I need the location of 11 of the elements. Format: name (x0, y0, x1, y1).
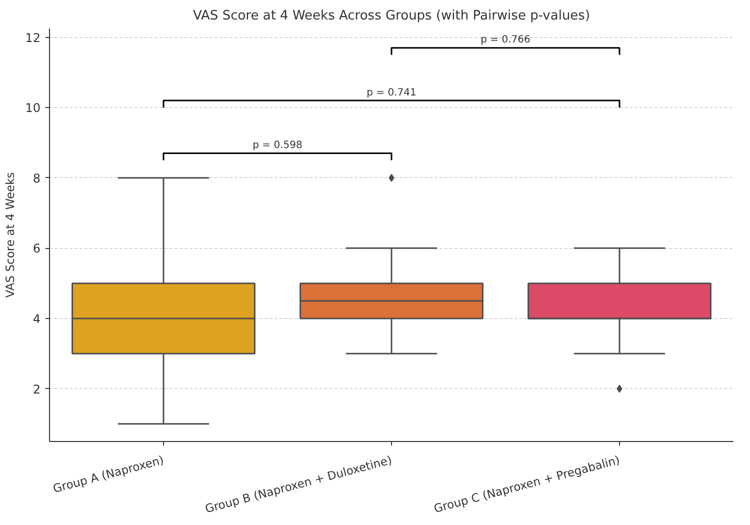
y-tick-label: 10 (25, 101, 41, 116)
y-tick-label: 2 (32, 382, 41, 396)
annotation: p = 0.766 (480, 34, 530, 46)
y-tick-label: 8 (32, 171, 41, 186)
annotation: p = 0.741 (366, 87, 416, 98)
y-axis-title: VAS Score at 4 Weeks (3, 172, 18, 298)
y-tick-label: 4 (32, 312, 41, 326)
y-tick-label: 6 (32, 242, 41, 256)
annotation: p = 0.598 (252, 140, 302, 152)
chart-title: VAS Score at 4 Weeks Across Groups (with Pairwise p-values) (192, 8, 590, 24)
y-tick-label: 12 (25, 30, 41, 45)
